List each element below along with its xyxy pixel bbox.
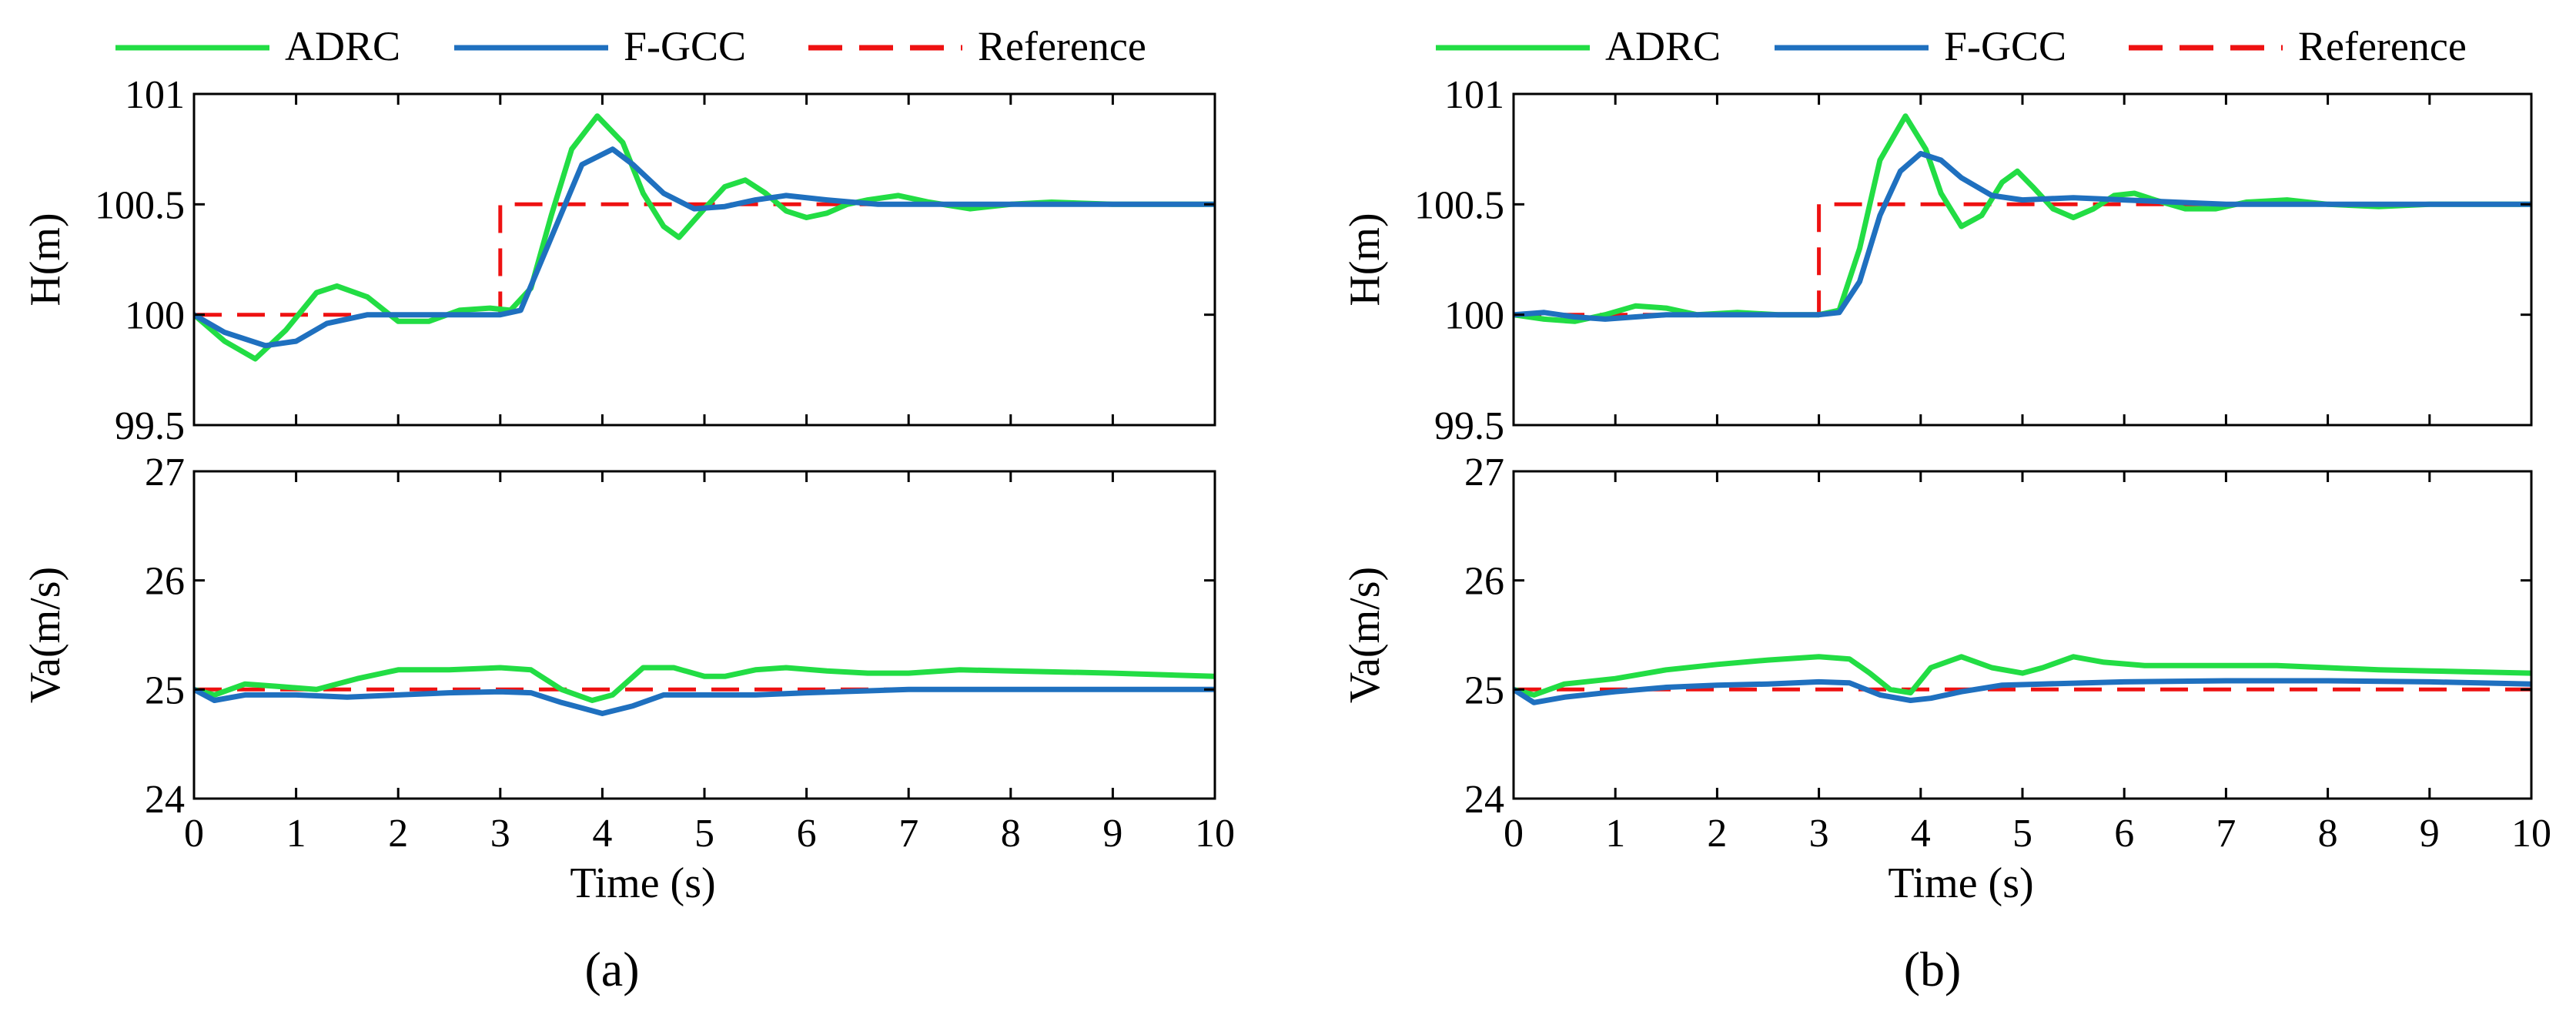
- series-group: [194, 665, 1215, 716]
- legend: ADRC F-GCC Reference: [1436, 23, 2467, 69]
- x-tick-label: 10: [2511, 812, 2551, 856]
- y-tick-label: 101: [1444, 73, 1504, 117]
- x-tick-label: 2: [388, 812, 408, 856]
- x-tick-label: 10: [1195, 812, 1235, 856]
- panel-label: (a): [584, 942, 639, 997]
- series-group: [194, 113, 1215, 362]
- panel-a: ADRC F-GCC Reference 99.5100100.5101H(m)…: [22, 23, 1235, 997]
- y-tick-label: 25: [1464, 668, 1504, 712]
- legend-label-adrc: ADRC: [1605, 23, 1721, 69]
- x-tick-label: 0: [184, 812, 204, 856]
- x-tick-label: 6: [2114, 812, 2134, 856]
- legend-label-adrc: ADRC: [285, 23, 400, 69]
- y-tick-label: 27: [145, 451, 185, 494]
- x-tick-label: 9: [2420, 812, 2440, 856]
- x-tick-label: 6: [797, 812, 817, 856]
- y-tick-label: 99.5: [115, 404, 185, 448]
- y-tick-label: 100: [1444, 294, 1504, 338]
- y-tick-label: 100: [125, 294, 185, 338]
- x-tick-label: 1: [1605, 812, 1625, 856]
- plot-frame: [1512, 92, 2533, 427]
- y-axis-label: Va(m/s): [1341, 567, 1389, 703]
- x-tick-label: 8: [2318, 812, 2338, 856]
- x-tick-label: 3: [490, 812, 510, 856]
- series-line-f-gcc: [1514, 678, 2531, 705]
- panel-label: (b): [1904, 942, 1962, 997]
- x-tick-label: 3: [1809, 812, 1829, 856]
- x-tick-label: 5: [2012, 812, 2032, 856]
- x-tick-label: 1: [286, 812, 306, 856]
- series-line-reference: [194, 202, 1215, 317]
- x-tick-label: 8: [1001, 812, 1021, 856]
- y-tick-label: 99.5: [1434, 404, 1504, 448]
- series-line-adrc: [1514, 113, 2531, 324]
- series-line-f-gcc: [194, 686, 1215, 716]
- y-axis-label: H(m): [1341, 213, 1389, 306]
- y-tick-label: 27: [1464, 451, 1504, 494]
- x-tick-label: 7: [898, 812, 918, 856]
- subplot-airspeed: 24 25 26 27 0 1 2 3 4 5 6 7 8 9 10 Va(m/s): [1341, 451, 2551, 856]
- series-line-f-gcc: [1514, 150, 2531, 322]
- x-axis-label: Time (s): [570, 859, 715, 907]
- legend-label-reference: Reference: [2298, 23, 2467, 69]
- series-group: [1514, 654, 2531, 705]
- legend-label-reference: Reference: [978, 23, 1146, 69]
- legend-label-fgcc: F-GCC: [624, 23, 746, 69]
- plot-frame: [192, 470, 1216, 800]
- y-axis-label: H(m): [22, 213, 69, 306]
- x-axis-label: Time (s): [1888, 859, 2033, 907]
- legend: ADRC F-GCC Reference: [115, 23, 1146, 69]
- subplot-altitude: 99.5 100 100.5 101 H(m): [1341, 73, 2533, 448]
- subplot-airspeed: 24 25 26 27 0 1 2 3 4 5 6 7 8 9 10 Va(m/s): [22, 451, 1235, 856]
- x-tick-label: 4: [1911, 812, 1931, 856]
- series-line-adrc: [194, 113, 1215, 362]
- x-tick-label: 7: [2216, 812, 2236, 856]
- y-tick-label: 100.5: [95, 183, 185, 227]
- x-tick-label: 2: [1707, 812, 1727, 856]
- legend-label-fgcc: F-GCC: [1944, 23, 2066, 69]
- y-tick-label: 26: [1464, 560, 1504, 604]
- panel-b: ADRC F-GCC Reference 99.5100100.5101H(m)…: [1341, 23, 2551, 997]
- x-tick-label: 5: [694, 812, 714, 856]
- series-line-f-gcc: [194, 146, 1215, 349]
- series-group: [1514, 113, 2531, 324]
- x-tick-label: 0: [1504, 812, 1524, 856]
- y-tick-label: 24: [145, 778, 185, 822]
- x-tick-label: 9: [1102, 812, 1122, 856]
- y-tick-label: 25: [145, 668, 185, 712]
- series-line-adrc: [194, 665, 1215, 703]
- y-tick-label: 26: [145, 560, 185, 604]
- y-tick-label: 24: [1464, 778, 1504, 822]
- y-tick-label: 100.5: [1414, 183, 1504, 227]
- y-axis-label: Va(m/s): [22, 567, 69, 703]
- plot-frame: [192, 92, 1216, 427]
- series-line-reference: [1514, 202, 2531, 317]
- subplot-altitude: 99.5 100 100.5 101 H(m): [22, 73, 1216, 448]
- y-tick-label: 101: [125, 73, 185, 117]
- series-line-adrc: [1514, 654, 2531, 698]
- plot-frame: [1512, 470, 2533, 800]
- x-tick-label: 4: [592, 812, 612, 856]
